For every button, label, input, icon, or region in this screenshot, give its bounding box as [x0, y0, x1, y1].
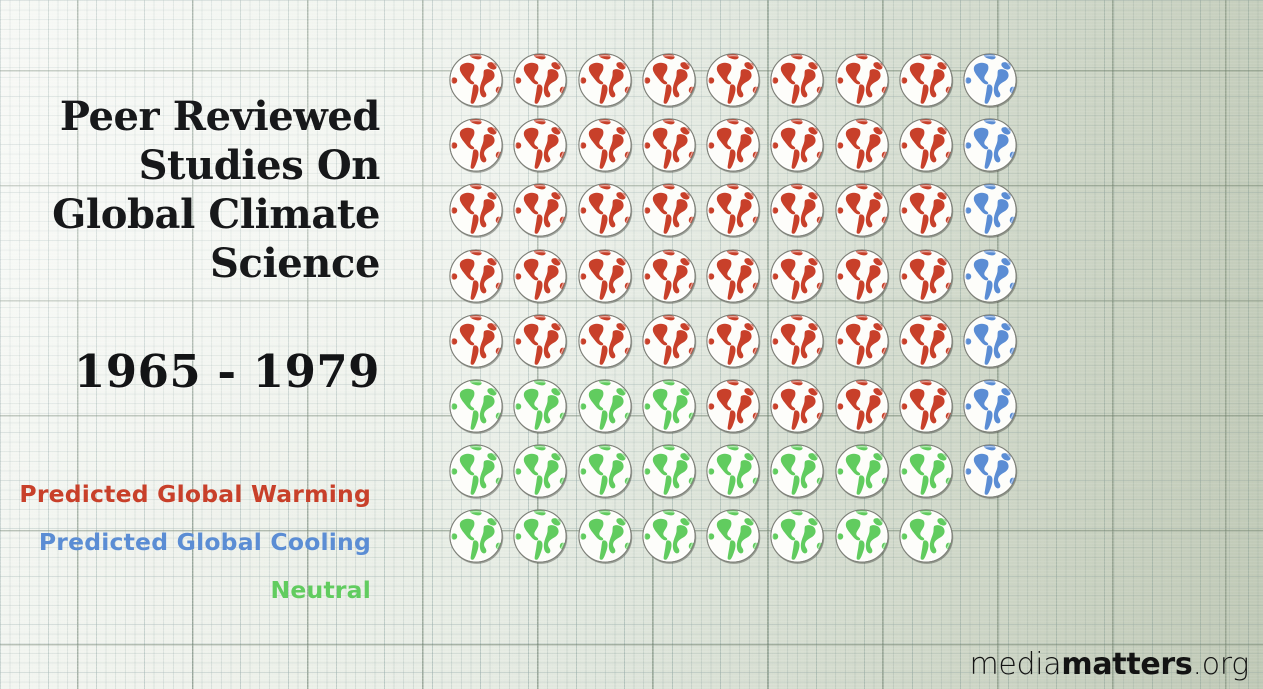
media-matters-logo: mediamatters.org [969, 647, 1249, 682]
globe-grid-row [447, 442, 1026, 507]
globe-icon-warming [640, 312, 698, 370]
globe-icon-warming [833, 312, 891, 370]
globe-icon-warming [511, 312, 569, 370]
globe-icon-warming [833, 377, 891, 435]
globe-icon-warming [704, 181, 762, 239]
globe-grid-row [447, 116, 1026, 181]
globe-icon-warming [768, 51, 826, 109]
globe-icon-cooling [961, 181, 1019, 239]
globe-icon-neutral [768, 442, 826, 500]
globe-icon-cooling [961, 247, 1019, 305]
globe-icon-warming [768, 377, 826, 435]
globe-icon-warming [897, 247, 955, 305]
globe-icon-cooling [961, 51, 1019, 109]
globe-icon-warming [511, 247, 569, 305]
globe-grid-row [447, 312, 1026, 377]
globe-icon-warming [447, 116, 505, 174]
globe-icon-cooling [961, 312, 1019, 370]
globe-icon-warming [511, 116, 569, 174]
globe-icon-neutral [447, 442, 505, 500]
globe-icon-neutral [704, 442, 762, 500]
globe-icon-neutral [576, 377, 634, 435]
globe-icon-warming [640, 51, 698, 109]
globe-icon-neutral [447, 507, 505, 565]
date-range-label: 1965 - 1979 [74, 345, 380, 398]
chart-legend: Predicted Global Warming Predicted Globa… [0, 470, 371, 614]
title-line-1: Peer Reviewed [59, 93, 381, 140]
globe-icon-warming [897, 181, 955, 239]
globe-pictogram-grid [447, 51, 1026, 573]
globe-icon-cooling [961, 377, 1019, 435]
globe-icon-neutral [768, 507, 826, 565]
globe-icon-warming [704, 116, 762, 174]
globe-grid-row [447, 377, 1026, 442]
globe-icon-warming [704, 51, 762, 109]
globe-icon-neutral [511, 442, 569, 500]
globe-icon-warming [768, 181, 826, 239]
globe-icon-neutral [447, 377, 505, 435]
globe-icon-neutral [897, 507, 955, 565]
title-line-2: Studies On [138, 142, 381, 189]
globe-icon-neutral [576, 442, 634, 500]
globe-icon-cooling [961, 116, 1019, 174]
globe-icon-warming [576, 116, 634, 174]
globe-icon-warming [640, 247, 698, 305]
globe-icon-warming [576, 312, 634, 370]
globe-icon-warming [704, 247, 762, 305]
globe-icon-warming [511, 51, 569, 109]
logo-part-media: media [969, 647, 1062, 682]
globe-icon-neutral [640, 442, 698, 500]
globe-grid-row [447, 247, 1026, 312]
globe-icon-warming [576, 247, 634, 305]
globe-icon-neutral [897, 442, 955, 500]
logo-part-matters: matters [1061, 647, 1193, 682]
globe-icon-warming [897, 116, 955, 174]
globe-icon-warming [640, 181, 698, 239]
globe-icon-warming [833, 51, 891, 109]
globe-icon-warming [768, 312, 826, 370]
globe-grid-row [447, 51, 1026, 116]
globe-icon-neutral [576, 507, 634, 565]
globe-icon-warming [511, 181, 569, 239]
legend-item-predicted-global-warming: Predicted Global Warming [19, 480, 371, 508]
globe-icon-neutral [704, 507, 762, 565]
globe-icon-warming [897, 312, 955, 370]
globe-icon-warming [833, 247, 891, 305]
globe-icon-neutral [640, 377, 698, 435]
globe-icon-warming [576, 181, 634, 239]
globe-icon-warming [897, 377, 955, 435]
globe-icon-warming [833, 181, 891, 239]
globe-icon-neutral [511, 377, 569, 435]
globe-icon-warming [447, 247, 505, 305]
globe-icon-neutral [833, 507, 891, 565]
title-line-3: Global Climate [52, 191, 380, 238]
globe-icon-warming [447, 181, 505, 239]
globe-icon-warming [704, 312, 762, 370]
title-line-4: Science [210, 240, 380, 287]
left-text-column: Peer Reviewed Studies On Global Climate … [0, 0, 400, 689]
globe-icon-warming [768, 247, 826, 305]
globe-icon-warming [704, 377, 762, 435]
globe-grid-row [447, 181, 1026, 246]
globe-icon-warming [447, 51, 505, 109]
legend-item-neutral: Neutral [270, 576, 371, 604]
globe-grid-row [447, 507, 1026, 572]
globe-icon-warming [833, 116, 891, 174]
globe-icon-warming [576, 51, 634, 109]
globe-icon-warming [897, 51, 955, 109]
globe-icon-neutral [640, 507, 698, 565]
globe-icon-warming [768, 116, 826, 174]
logo-part-tld: .org [1192, 647, 1249, 682]
globe-icon-warming [447, 312, 505, 370]
globe-icon-cooling [961, 442, 1019, 500]
legend-item-predicted-global-cooling: Predicted Global Cooling [38, 528, 371, 556]
page-title: Peer Reviewed Studies On Global Climate … [0, 92, 380, 288]
globe-icon-neutral [511, 507, 569, 565]
globe-icon-warming [640, 116, 698, 174]
globe-icon-neutral [833, 442, 891, 500]
